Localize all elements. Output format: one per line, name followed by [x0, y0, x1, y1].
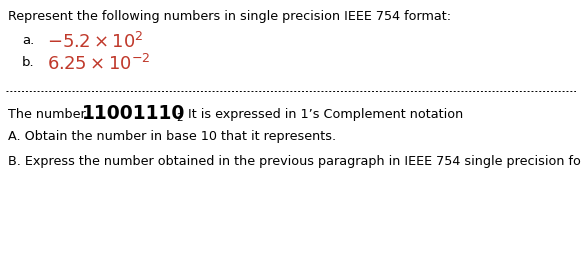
- Text: 11001110: 11001110: [82, 104, 186, 122]
- Text: Represent the following numbers in single precision IEEE 754 format:: Represent the following numbers in singl…: [8, 10, 451, 23]
- Text: A. Obtain the number in base 10 that it represents.: A. Obtain the number in base 10 that it …: [8, 130, 336, 142]
- Text: $\mathsf{-5.2 \times 10^{2}}$: $\mathsf{-5.2 \times 10^{2}}$: [47, 32, 144, 52]
- Text: 2: 2: [176, 113, 183, 122]
- Text: B. Express the number obtained in the previous paragraph in IEEE 754 single prec: B. Express the number obtained in the pr…: [8, 154, 582, 167]
- Text: $\mathsf{6.25 \times 10^{-2}}$: $\mathsf{6.25 \times 10^{-2}}$: [47, 54, 151, 74]
- Text: b.: b.: [22, 56, 34, 69]
- Text: a.: a.: [22, 34, 34, 47]
- Text: It is expressed in 1’s Complement notation: It is expressed in 1’s Complement notati…: [184, 108, 463, 121]
- Text: The number: The number: [8, 108, 94, 121]
